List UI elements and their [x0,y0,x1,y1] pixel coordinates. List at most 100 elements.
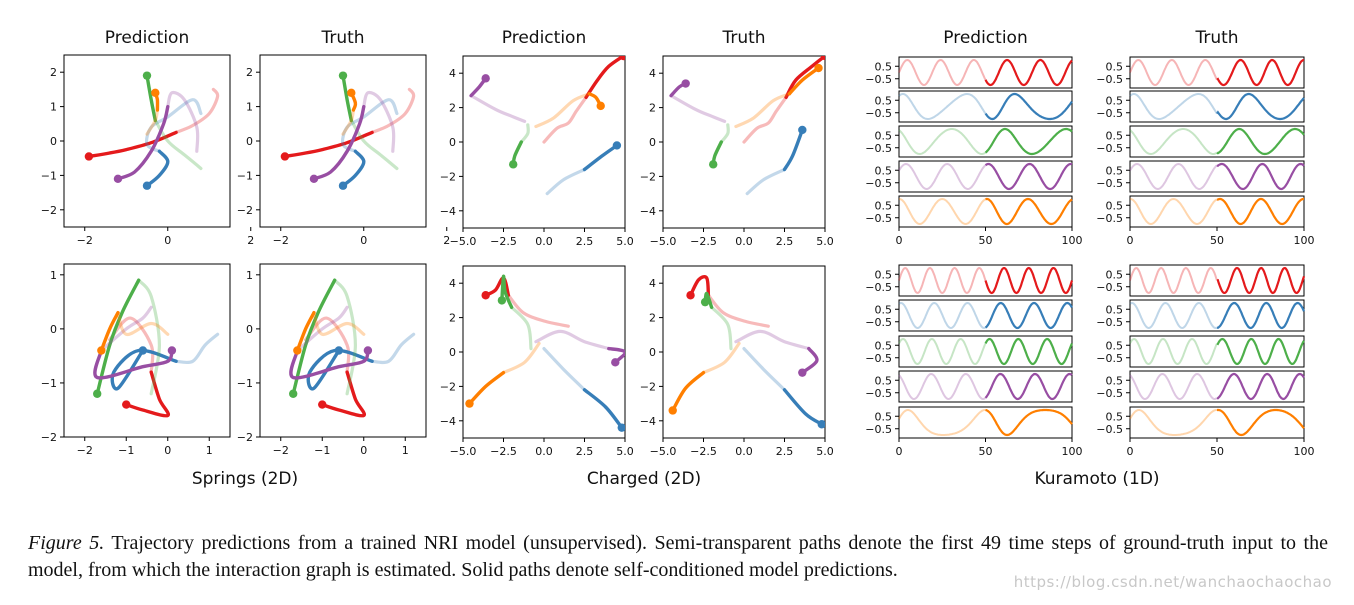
springs-row2-truth-xtick-label: −2 [273,444,289,457]
kuramoto-row2-prediction-purple-input-path [898,372,987,401]
springs-row2-truth-green-input-path [333,278,358,396]
springs-row2-prediction-orange-predicted-path [99,311,120,353]
kuramoto-row2-prediction-red-ytick-label: −0.5 [865,281,892,294]
charged-row1-prediction-green-input-path [519,123,530,144]
charged-row1-truth-blue-input-path [745,167,787,196]
kuramoto-row2-truth-orange-ytick-label: −0.5 [1096,423,1123,436]
charged-row2-truth-xtick-label: −2.5 [690,445,717,458]
kuramoto-row2-truth-red-ytick-label: 0.5 [1106,268,1124,281]
charged-row2-truth-ytick-label: −2 [640,380,656,393]
charged-row1-prediction-purple-input-path [469,94,527,123]
charged-row2-prediction-red-end-marker [481,291,490,300]
kuramoto-row1-prediction-purple-ytick-label: 0.5 [875,164,893,177]
charged-row2-truth-ytick-label: −4 [640,415,656,428]
springs-row2-prediction-red-input-path [108,316,155,374]
charged-row1-truth-red-predicted-path [784,56,825,99]
springs-row2-truth-purple-predicted-path [289,348,370,380]
kuramoto-row1-prediction-orange-ytick-label: −0.5 [865,212,892,225]
kuramoto-row1-prediction-xtick-label: 0 [896,234,903,247]
springs-row1-prediction-ytick-label: 0 [50,135,57,148]
kuramoto-row1-prediction-orange-input-path [899,197,986,226]
kuramoto-row1-truth-blue-ytick-label: 0.5 [1106,94,1124,107]
springs-row1-prediction-blue-predicted-path [145,149,170,188]
springs-row1-truth-orange-input-path [341,108,355,136]
kuramoto-row1-prediction-orange-axes [898,195,1073,228]
charged-row2-prediction-xtick-label: 2.5 [576,445,594,458]
springs-row1-truth-green-predicted-path [341,73,353,123]
kuramoto-row1-truth-xtick-label: 0 [1127,234,1134,247]
springs-row2-prediction-ytick-label: 0 [50,323,57,336]
kuramoto-row2-prediction-orange-ytick-label: −0.5 [865,423,892,436]
charged-row2-prediction-ytick-label: 2 [449,312,456,325]
springs-row1-truth-green-end-marker [338,71,348,80]
kuramoto-row1-prediction-purple-axes [898,160,1073,193]
charged-row1-truth-blue-predicted-path [782,128,804,172]
kuramoto-row1-prediction-blue-ytick-label: 0.5 [875,94,893,107]
kuramoto-row1-prediction-purple-input-path [898,162,987,191]
kuramoto-row2-truth-red-predicted-path [1216,266,1306,295]
kuramoto-row1-truth-green-input-path [1129,128,1218,156]
charged-row2-truth-purple-predicted-path [800,346,819,375]
springs-row2-truth-red-end-marker [318,400,327,409]
springs-row1-truth-blue-predicted-path [341,149,366,188]
charged-row1-prediction-orange-end-marker [596,101,605,111]
springs-row1-prediction-purple-end-marker [113,174,123,184]
springs-row1-truth-red-end-marker [280,152,290,161]
charged-row1-prediction-ytick-label: 0 [449,136,456,149]
kuramoto-row1-truth-xtick-label: 50 [1210,234,1224,247]
charged-row1-prediction-ytick-label: 4 [449,67,456,80]
charged-row2-truth-ytick-label: 0 [649,346,656,359]
kuramoto-row2-prediction-orange-axes [898,406,1073,439]
charged-row2-truth-orange-input-path [701,341,741,375]
kuramoto-row1-truth-orange-predicted-path [1216,197,1304,226]
springs-row2-truth-purple-input-path [295,305,349,353]
charged-row1-prediction-green-end-marker [509,160,518,169]
springs-row2-truth-green-predicted-path [291,278,337,396]
springs-row2-prediction-blue-predicted-path [110,348,178,391]
kuramoto-row1-truth-blue-input-path [1129,93,1218,120]
charged-row1-truth-purple-input-path [669,94,727,123]
springs-row1-prediction-orange-input-path [145,108,159,136]
kuramoto-row1-truth-blue-axes [1129,90,1305,123]
springs-row2-prediction-purple-predicted-path [93,348,174,380]
charged-row1-truth-ytick-label: 4 [649,67,656,80]
springs-row1-prediction-green-predicted-path [145,73,157,123]
springs-row2-truth-xtick-label: −1 [314,444,330,457]
kuramoto-row1-truth-green-predicted-path [1216,127,1305,156]
charged-row2-prediction-red-input-path [506,293,570,328]
kuramoto-row2-prediction-blue-ytick-label: −0.5 [865,316,892,329]
charged-row1-truth-orange-predicted-path [787,66,821,96]
kuramoto-row1-prediction-xtick-label: 50 [979,234,993,247]
springs-row1-truth-xtick-label: −2 [273,234,289,247]
charged-row2-truth-red-end-marker [686,291,695,300]
kuramoto-row2-prediction-red-ytick-label: 0.5 [875,268,893,281]
springs-row2-truth-green-end-marker [289,389,298,398]
kuramoto-row1-truth-orange-ytick-label: −0.5 [1096,212,1123,225]
springs-row1-truth-red-predicted-path [283,130,374,159]
kuramoto-row2-truth-purple-predicted-path [1216,372,1305,401]
springs-row1-prediction-red-end-marker [84,152,94,161]
charged-row1-truth-xtick-label: 5.0 [816,235,834,248]
charged-row2-prediction-blue-input-path [542,347,587,392]
springs-row2-prediction-red-predicted-path [124,370,171,418]
charged-row1-truth-xtick-label: −2.5 [690,235,717,248]
charged-row1-truth-purple-end-marker [681,79,690,88]
kuramoto-row2-truth-purple-input-path [1129,372,1218,401]
charged-row2-truth-green-input-path [710,305,733,351]
springs-row2-truth-orange-predicted-path [295,311,316,353]
springs-row1-truth-purple-input-path [362,90,396,153]
kuramoto-row1-prediction-orange-predicted-path [985,197,1073,226]
charged-row2-prediction-ytick-label: 0 [449,346,456,359]
springs-row1-prediction-orange-end-marker [151,88,160,98]
charged-row1-truth-title: Truth [721,28,765,48]
kuramoto-row2-prediction-red-predicted-path [984,266,1074,295]
kuramoto-row2-truth-green-input-path [1129,337,1218,366]
kuramoto-row2-prediction-blue-input-path [898,301,986,330]
kuramoto-row2-truth-blue-ytick-label: 0.5 [1106,303,1124,316]
kuramoto-row1-truth-green-ytick-label: 0.5 [1106,129,1124,142]
springs-row2-truth-orange-end-marker [293,346,302,355]
charged-row1-prediction-red-predicted-path [584,56,625,99]
charged-row1-prediction-ytick-label: −4 [440,205,456,218]
charged-row1-prediction-xtick-label: 2.5 [576,235,594,248]
charged-row2-truth-purple-input-path [734,329,811,351]
